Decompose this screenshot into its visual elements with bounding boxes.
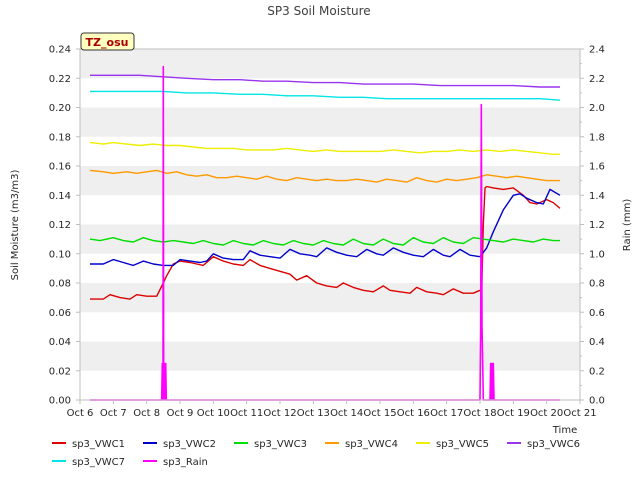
y-axis-right: 0.0 0.2 0.4 0.6 0.8 1.0 1.2 1.4 1.6 1.8 2.0 2.2 2.4 [580, 45, 605, 407]
x-tick-label: Oct 6 [67, 408, 94, 419]
y-tick-label: 0.20 [49, 103, 71, 114]
plot-background-bands [80, 49, 580, 400]
grid-band [80, 341, 580, 371]
y2-tick-label: 1.0 [589, 249, 605, 260]
legend-label: sp3_VWC3 [254, 439, 307, 450]
series-line-sp3_VWC6 [90, 74, 560, 88]
x-tick-label: Oct 10 [197, 408, 230, 419]
legend-label: sp3_VWC7 [72, 457, 125, 468]
y-tick-label: 0.14 [49, 191, 71, 202]
site-badge-label: TZ_osu [86, 36, 129, 49]
x-tick-label: Oct 18 [463, 408, 496, 419]
x-tick-label: Oct 21 [563, 408, 596, 419]
grid-band [80, 49, 580, 79]
y2-tick-label: 0.6 [589, 308, 605, 319]
legend-label: sp3_VWC1 [72, 439, 125, 450]
x-tick-label: Oct 11 [230, 408, 263, 419]
y-tick-label: 0.08 [49, 279, 71, 290]
x-tick-label: Oct 8 [133, 408, 160, 419]
grid-band [80, 283, 580, 313]
series-line-sp3_VWC1 [90, 185, 561, 300]
site-badge-box [80, 32, 135, 51]
x-tick-label: Oct 16 [397, 408, 430, 419]
series-line-sp3_VWC4 [89, 169, 560, 183]
y2-tick-label: 1.6 [589, 162, 605, 173]
chart-title: SP3 Soil Moisture [267, 4, 370, 18]
x-tick-label: Oct 9 [167, 408, 194, 419]
x-tick-label: Oct 12 [263, 408, 296, 419]
x-tick-label: Oct 19 [497, 408, 530, 419]
y2-tick-label: 0.8 [589, 279, 605, 290]
series-line-sp3_VWC3 [89, 236, 560, 246]
legend-label: sp3_Rain [163, 457, 208, 468]
site-badge: TZ_osu [80, 32, 135, 51]
x-axis: Oct 6 Oct 7 Oct 8 Oct 9 Oct 10 Oct 11 Oct 12 Oc… [67, 400, 597, 419]
y-axis-left: 0.00 0.02 0.04 0.06 0.08 0.10 0.12 0.14 0.16 0.18… [49, 45, 80, 407]
y2-tick-label: 0.4 [589, 337, 605, 348]
series-line-sp3_VWC7 [90, 90, 561, 101]
y-tick-label: 0.22 [49, 74, 71, 85]
y-axis-title: Soil Moisture (m3/m3) [10, 170, 21, 281]
y-tick-label: 0.02 [49, 366, 71, 377]
grid-band [80, 107, 580, 137]
legend-label: sp3_VWC4 [345, 439, 398, 450]
y2-tick-label: 1.4 [589, 191, 605, 202]
y2-tick-label: 1.2 [589, 220, 605, 231]
y-tick-label: 0.18 [49, 132, 71, 143]
x-tick-label: Oct 20 [530, 408, 563, 419]
y-tick-label: 0.06 [49, 308, 71, 319]
x-tick-label: Oct 7 [100, 408, 127, 419]
y2-tick-label: 0.0 [589, 396, 605, 407]
x-tick-label: Oct 15 [363, 408, 396, 419]
legend: sp3_VWC1 sp3_VWC2 sp3_VWC3 sp3_VWC4 sp3_VWC5… [52, 439, 580, 468]
y-tick-label: 0.12 [49, 220, 71, 231]
x-axis-title: Time [552, 425, 577, 436]
legend-label: sp3_VWC5 [436, 439, 489, 450]
y2-tick-label: 0.2 [589, 366, 605, 377]
y-tick-label: 0.10 [49, 249, 71, 260]
y-tick-label: 0.00 [49, 396, 71, 407]
x-tick-label: Oct 13 [297, 408, 330, 419]
y2-tick-label: 1.8 [589, 132, 605, 143]
x-tick-label: Oct 14 [330, 408, 363, 419]
series-layer [89, 65, 561, 401]
x-tick-label: Oct 17 [430, 408, 463, 419]
y2-tick-label: 2.0 [589, 103, 605, 114]
y-tick-label: 0.04 [49, 337, 71, 348]
y2-tick-label: 2.2 [589, 74, 605, 85]
y2-axis-title: Rain (mm) [622, 199, 633, 252]
series-line-sp3_VWC5 [89, 141, 560, 156]
y-tick-label: 0.24 [49, 45, 71, 56]
y-tick-label: 0.16 [49, 162, 71, 173]
legend-label: sp3_VWC2 [163, 439, 216, 450]
series-line-sp3_Rain [90, 65, 560, 401]
y2-tick-label: 2.4 [589, 45, 605, 56]
legend-label: sp3_VWC6 [527, 439, 580, 450]
